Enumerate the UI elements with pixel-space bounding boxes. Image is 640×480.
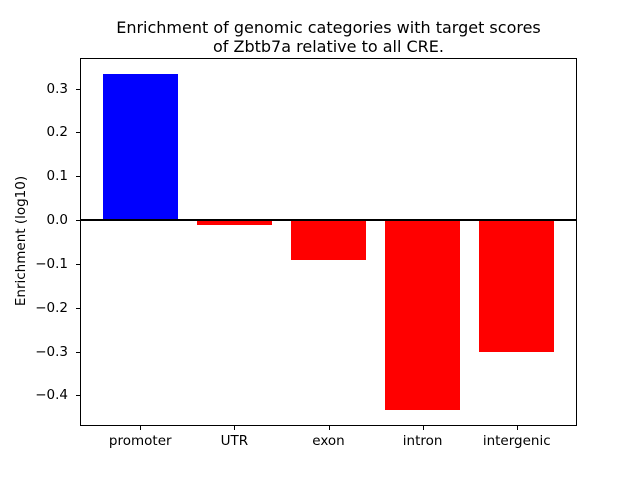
zero-line bbox=[80, 219, 577, 222]
y-tick-label: 0.0 bbox=[46, 212, 68, 229]
y-tick-label: −0.2 bbox=[35, 299, 68, 316]
x-tick-label-UTR: UTR bbox=[220, 433, 249, 449]
y-tick-label: 0.3 bbox=[46, 80, 68, 97]
x-tick-mark bbox=[422, 426, 424, 430]
y-tick-label: 0.2 bbox=[46, 124, 68, 141]
y-tick-mark bbox=[76, 220, 80, 222]
bar-exon bbox=[290, 220, 367, 260]
x-tick-label-promoter: promoter bbox=[108, 433, 172, 449]
y-tick-mark bbox=[76, 351, 80, 353]
plot-area bbox=[80, 58, 577, 426]
x-tick-mark bbox=[328, 426, 330, 430]
x-tick-mark bbox=[140, 426, 142, 430]
bar-intergenic bbox=[479, 220, 555, 352]
y-tick-mark bbox=[76, 395, 80, 397]
y-tick-mark bbox=[76, 307, 80, 309]
y-axis-label: Enrichment (log10) bbox=[13, 175, 29, 307]
bar-UTR bbox=[196, 220, 273, 226]
y-tick-mark bbox=[76, 88, 80, 90]
x-tick-mark bbox=[234, 426, 236, 430]
x-tick-label-intron: intron bbox=[402, 433, 443, 449]
y-tick-label: −0.1 bbox=[35, 255, 68, 272]
y-tick-mark bbox=[76, 132, 80, 134]
bar-intron bbox=[384, 220, 461, 410]
y-tick-label: −0.4 bbox=[35, 387, 68, 404]
x-tick-mark bbox=[516, 426, 518, 430]
y-tick-label: −0.3 bbox=[35, 343, 68, 360]
chart-title: Enrichment of genomic categories with ta… bbox=[116, 18, 541, 56]
y-tick-mark bbox=[76, 176, 80, 178]
y-tick-mark bbox=[76, 263, 80, 265]
bar-promoter bbox=[102, 74, 178, 221]
x-tick-label-exon: exon bbox=[312, 433, 345, 449]
y-tick-label: 0.1 bbox=[46, 168, 68, 185]
x-tick-label-intergenic: intergenic bbox=[482, 433, 551, 449]
